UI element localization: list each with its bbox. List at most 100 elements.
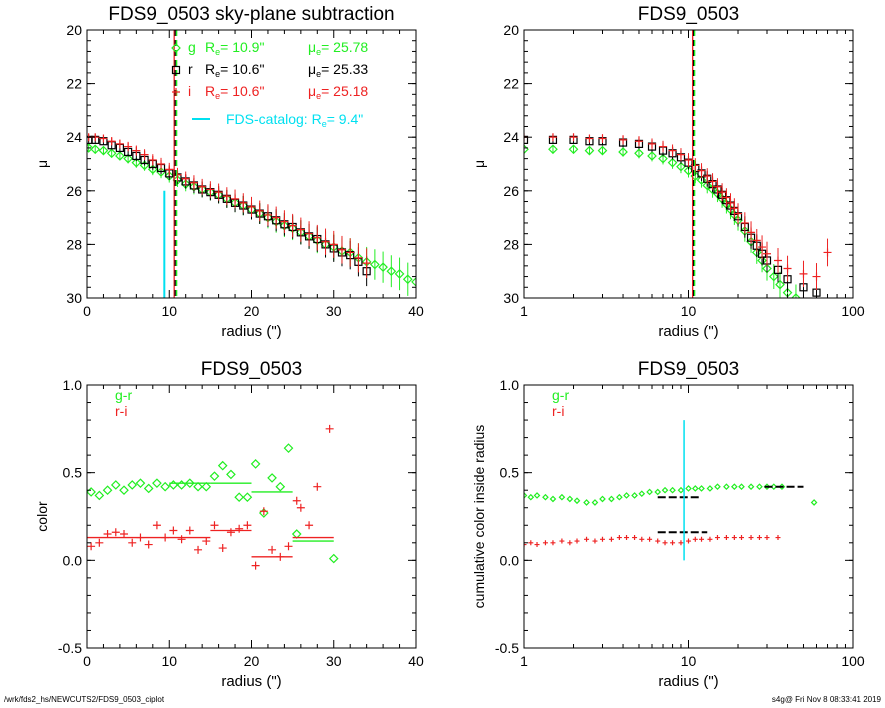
y-tick-label: 20 [66, 22, 82, 38]
data-point [677, 486, 685, 494]
plot-area [87, 30, 416, 298]
data-point [402, 274, 413, 285]
data-point [738, 483, 745, 491]
data-point [623, 492, 630, 499]
data-point [255, 206, 264, 215]
data-point [619, 135, 628, 144]
data-point [337, 245, 346, 254]
data-point [723, 535, 729, 541]
data-point [702, 180, 713, 191]
data-point [726, 198, 735, 207]
data-point [566, 495, 574, 503]
data-point [670, 540, 676, 546]
y-axis-label: μ [471, 160, 487, 168]
legend-marker [172, 88, 180, 96]
data-point [305, 229, 314, 238]
data-point [292, 496, 301, 505]
y-tick-label: 20 [503, 22, 519, 38]
data-point [124, 142, 133, 151]
data-point [168, 480, 179, 490]
x-tick-label: 20 [244, 653, 260, 669]
data-point [110, 480, 121, 490]
data-point [699, 536, 705, 542]
legend-entry: r-i [115, 403, 127, 419]
chart-p1: 0 10 20 30 40 20 22 24 26 28 30 FDS9_0503 sky-plane… [34, 4, 424, 340]
x-axis-label: radius (") [221, 673, 281, 690]
x-tick-label: 10 [161, 303, 177, 319]
legend-entry: g-r [115, 387, 132, 403]
data-point [584, 536, 590, 542]
legend-mu-value: = 25.78 [321, 39, 368, 55]
data-point [667, 157, 678, 168]
data-point [144, 540, 153, 549]
data-point [548, 144, 558, 155]
data-point [692, 536, 698, 542]
x-axis-label: radius (") [658, 673, 718, 690]
data-point [747, 228, 756, 237]
data-point [95, 538, 104, 547]
x-tick-label: 100 [841, 653, 865, 669]
data-point [226, 528, 235, 537]
x-tick-label: 1 [520, 303, 528, 319]
data-point [747, 483, 755, 491]
data-point [198, 182, 207, 191]
data-point [616, 535, 622, 541]
data-point [731, 535, 737, 541]
data-point [268, 545, 277, 554]
data-point [762, 249, 771, 258]
data-point [533, 492, 541, 499]
data-point [758, 243, 767, 252]
legend-re-value: = 10.6" [220, 61, 264, 77]
data-point [608, 495, 615, 503]
x-tick-label: 20 [244, 303, 260, 319]
data-point [524, 492, 528, 499]
data-point [775, 279, 785, 290]
data-point [296, 225, 305, 234]
data-point [631, 492, 638, 499]
data-point [283, 443, 294, 453]
data-point [567, 540, 573, 546]
data-point [585, 134, 594, 143]
y-tick-label: 28 [503, 236, 519, 252]
data-point [222, 192, 231, 201]
data-point [239, 198, 248, 207]
x-tick-label: 0 [83, 653, 91, 669]
legend-re: Re= 10.9" [205, 39, 264, 57]
data-point [740, 218, 749, 227]
legend-mu-sub: e [316, 91, 321, 101]
data-point [267, 473, 277, 483]
data-point [329, 240, 338, 249]
data-point [713, 182, 722, 191]
legend-marker [171, 43, 181, 53]
data-point [527, 493, 535, 501]
legend-re: Re= 10.6" [205, 61, 264, 79]
x-tick-label: 30 [326, 303, 342, 319]
data-point [730, 204, 739, 213]
data-point [691, 485, 699, 492]
data-point [714, 483, 721, 491]
legend-mu-value: = 25.18 [321, 83, 368, 99]
data-point [411, 277, 416, 287]
x-tick-label: 10 [681, 303, 697, 319]
y-tick-label: 0.5 [500, 465, 520, 481]
data-point [156, 167, 166, 177]
data-point [106, 148, 117, 159]
data-point [524, 542, 527, 548]
plot-area [87, 424, 339, 570]
data-point [592, 538, 598, 544]
x-axis-label: radius (") [658, 323, 718, 340]
data-point [703, 172, 712, 181]
data-point [773, 256, 782, 265]
data-point [217, 460, 228, 471]
data-point [634, 148, 644, 159]
data-point [152, 478, 162, 489]
plot-frame [523, 384, 854, 649]
data-point [201, 481, 212, 492]
data-point [598, 134, 607, 143]
data-point [143, 483, 154, 494]
data-point [313, 233, 322, 242]
data-point [177, 535, 186, 544]
legend-mu: μe= 25.78 [308, 39, 368, 57]
data-point [722, 193, 731, 202]
